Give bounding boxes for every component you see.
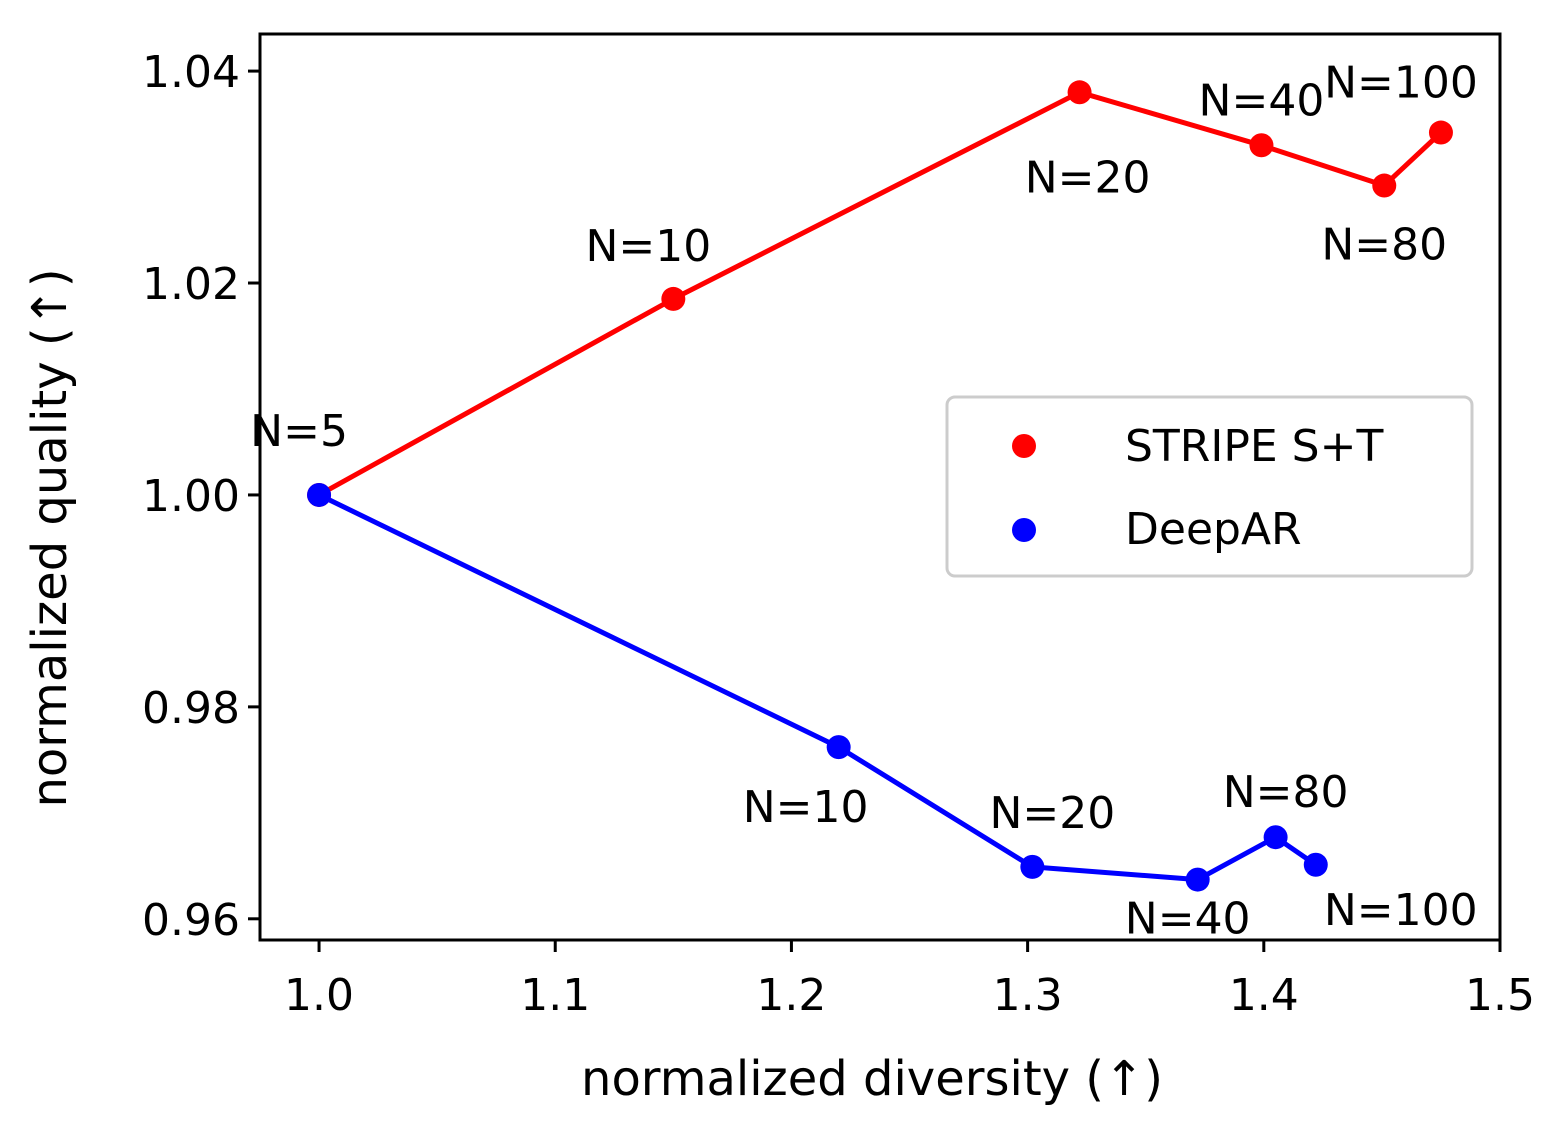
x-tick-label: 1.4: [1229, 970, 1299, 1021]
point-label-deepar: N=80: [1223, 767, 1349, 818]
data-point-deepar: [1303, 852, 1328, 877]
data-point-stripe: [1428, 120, 1453, 145]
x-tick-label: 1.1: [520, 970, 590, 1021]
data-point-deepar: [1020, 854, 1045, 879]
x-tick-label: 1.0: [284, 970, 354, 1021]
y-tick-label: 0.96: [142, 895, 240, 946]
data-point-stripe: [1372, 173, 1397, 198]
legend: STRIPE S+T DeepAR: [945, 395, 1474, 578]
data-point-stripe: [661, 286, 686, 311]
data-point-stripe: [1249, 133, 1274, 158]
legend-label-deepar: DeepAR: [1125, 504, 1302, 555]
x-axis-ticks: 1.0 1.1 1.2 1.3 1.4 1.5: [284, 940, 1535, 1021]
y-tick-label: 1.04: [142, 47, 240, 98]
point-label-deepar: N=40: [1125, 894, 1251, 945]
point-label-deepar: N=5: [250, 406, 348, 457]
x-tick-label: 1.5: [1465, 970, 1535, 1021]
x-tick-label: 1.2: [756, 970, 826, 1021]
data-point-deepar: [1263, 825, 1288, 850]
legend-marker-stripe: [1012, 434, 1036, 458]
data-point-deepar: [1185, 867, 1210, 892]
x-axis-label: normalized diversity (↑): [581, 1051, 1163, 1107]
point-label-stripe: N=10: [585, 221, 711, 272]
y-axis-ticks: 0.96 0.98 1.00 1.02 1.04: [142, 47, 260, 946]
legend-label-stripe: STRIPE S+T: [1125, 421, 1383, 472]
series-line-stripe: [317, 89, 1443, 498]
data-point-deepar: [826, 735, 851, 760]
legend-marker-deepar: [1012, 518, 1036, 542]
x-tick-label: 1.3: [993, 970, 1063, 1021]
point-label-deepar: N=100: [1324, 885, 1478, 936]
y-tick-label: 0.98: [142, 683, 240, 734]
y-tick-label: 1.02: [142, 259, 240, 310]
point-label-deepar: N=20: [989, 788, 1115, 839]
data-point-deepar: [307, 482, 332, 507]
point-annotations: N=10 N=20 N=40 N=80 N=100 N=5 N=10 N=20 N=40 N=80…: [250, 58, 1478, 945]
y-axis-label: normalized quality (↑): [22, 268, 78, 807]
series-points: [307, 80, 1453, 892]
legend-frame: [945, 395, 1474, 578]
y-tick-label: 1.00: [142, 471, 240, 522]
point-label-deepar: N=10: [743, 782, 869, 833]
point-label-stripe: N=100: [1324, 58, 1478, 109]
point-label-stripe: N=20: [1025, 152, 1151, 203]
plot-frame: [258, 32, 1502, 942]
point-label-stripe: N=80: [1321, 220, 1447, 271]
point-label-stripe: N=40: [1199, 75, 1325, 126]
data-point-stripe: [1067, 80, 1092, 105]
